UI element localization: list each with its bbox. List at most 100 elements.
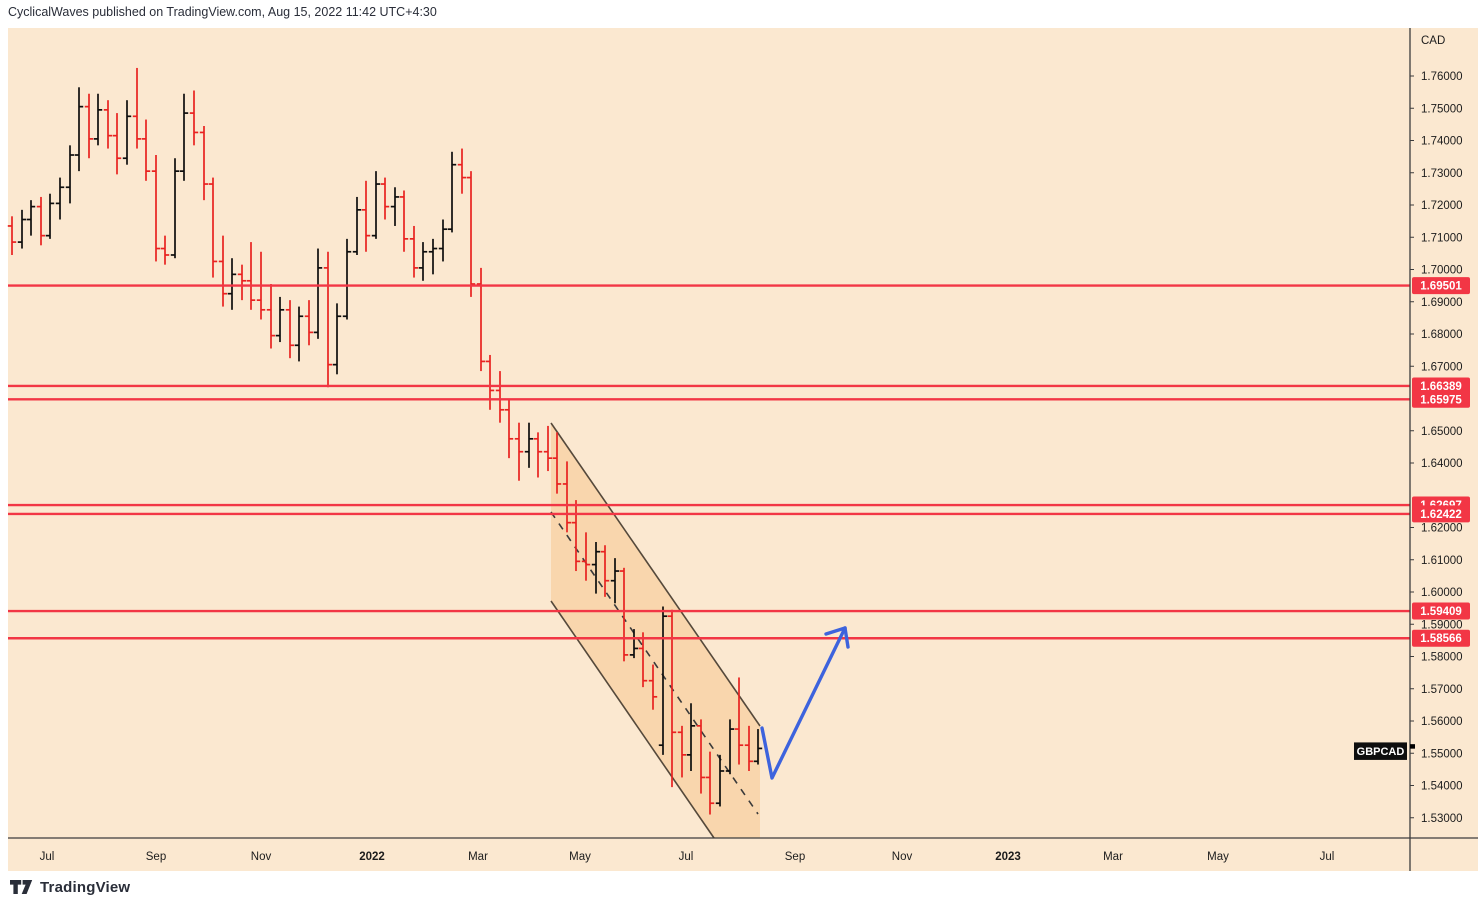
price-tick-label[interactable]: 1.59000	[1421, 619, 1463, 631]
time-tick-label[interactable]: 2022	[359, 851, 385, 863]
time-tick-label[interactable]: 2023	[995, 851, 1021, 863]
price-tick-label[interactable]: 1.73000	[1421, 168, 1463, 180]
level-price-badge-text: 1.66389	[1420, 381, 1462, 393]
price-tick-label[interactable]: 1.75000	[1421, 103, 1463, 115]
tradingview-logo[interactable]: TradingView	[10, 879, 130, 896]
ohlc-bar	[409, 225, 419, 278]
ohlc-bar	[313, 248, 323, 339]
ohlc-bar	[26, 200, 36, 236]
ohlc-bar	[179, 93, 189, 181]
time-tick-label[interactable]: Mar	[1103, 851, 1123, 863]
ohlc-bar	[304, 300, 314, 346]
ohlc-bar	[648, 664, 658, 710]
price-tick-label[interactable]: 1.60000	[1421, 587, 1463, 599]
ohlc-bar	[275, 296, 285, 343]
ohlc-bar	[524, 422, 534, 468]
time-tick-label[interactable]: Nov	[251, 851, 272, 863]
time-tick-label[interactable]: May	[1207, 851, 1229, 863]
ohlc-bar	[332, 303, 342, 375]
ohlc-bar	[266, 284, 276, 349]
price-tick-label[interactable]: 1.67000	[1421, 361, 1463, 373]
ohlc-bar	[485, 354, 495, 410]
ohlc-bar	[352, 196, 362, 255]
ohlc-bar	[466, 171, 476, 297]
ohlc-bar	[638, 632, 648, 688]
ohlc-bar	[447, 151, 457, 233]
time-tick-label[interactable]: Sep	[785, 851, 805, 863]
ohlc-bar	[562, 461, 572, 533]
price-tick-label[interactable]: 1.54000	[1421, 781, 1463, 793]
time-tick-label[interactable]: Jul	[1320, 851, 1335, 863]
price-tick-label[interactable]: 1.76000	[1421, 71, 1463, 83]
projection-arrowhead	[824, 626, 847, 636]
time-tick-label[interactable]: Nov	[892, 851, 913, 863]
ohlc-bar	[65, 145, 75, 204]
ohlc-bar	[744, 725, 754, 771]
ohlc-bar	[141, 119, 151, 181]
ohlc-bar	[55, 177, 65, 220]
ohlc-bar	[218, 235, 228, 307]
time-tick-label[interactable]: Sep	[146, 851, 166, 863]
ohlc-bar	[533, 432, 543, 478]
ohlc-bar	[715, 754, 725, 807]
ohlc-bar	[725, 719, 735, 775]
tradingview-logo-text: TradingView	[40, 879, 131, 896]
price-tick-label[interactable]: 1.64000	[1421, 458, 1463, 470]
ohlc-bar	[428, 238, 438, 275]
ohlc-bar	[151, 155, 161, 262]
symbol-badge-text: GBPCAD	[1357, 746, 1405, 758]
level-price-badge-text: 1.69501	[1420, 281, 1462, 293]
ohlc-bar	[285, 300, 295, 359]
price-tick-label[interactable]: 1.69000	[1421, 297, 1463, 309]
chart-background[interactable]	[8, 28, 1478, 871]
price-tick-label[interactable]: 1.55000	[1421, 748, 1463, 760]
ohlc-bar	[84, 93, 94, 159]
ohlc-bar	[189, 90, 199, 146]
price-tick-label[interactable]: 1.53000	[1421, 813, 1463, 825]
channel-fill	[551, 423, 760, 838]
ohlc-bar	[552, 432, 562, 494]
time-tick-label[interactable]: May	[569, 851, 591, 863]
level-price-badge-text: 1.62422	[1420, 509, 1462, 521]
ohlc-bar	[571, 500, 581, 572]
attribution-text: CyclicalWaves published on TradingView.c…	[8, 5, 437, 19]
price-tick-label[interactable]: 1.74000	[1421, 136, 1463, 148]
ohlc-bar	[514, 422, 524, 481]
price-tick-label[interactable]: 1.70000	[1421, 265, 1463, 277]
time-tick-label[interactable]: Jul	[679, 851, 694, 863]
ohlc-bar	[93, 93, 103, 146]
ohlc-bar	[658, 606, 668, 755]
price-tick-label[interactable]: 1.71000	[1421, 232, 1463, 244]
ohlc-bar	[619, 567, 629, 662]
ohlc-bar	[495, 371, 505, 423]
ohlc-bars-layer	[7, 67, 763, 815]
price-tick-label[interactable]: 1.57000	[1421, 684, 1463, 696]
time-tick-label[interactable]: Jul	[40, 851, 55, 863]
time-tick-label[interactable]: Mar	[468, 851, 488, 863]
ohlc-bar	[208, 177, 218, 278]
level-price-badge-text: 1.59409	[1420, 606, 1462, 618]
ohlc-bar	[543, 425, 553, 472]
ohlc-bar	[705, 751, 715, 815]
level-price-badge	[1412, 377, 1470, 395]
ohlc-bar	[246, 242, 256, 310]
ohlc-bar	[734, 677, 744, 765]
price-tick-label[interactable]: 1.65000	[1421, 426, 1463, 438]
price-tick-label[interactable]: 1.62000	[1421, 523, 1463, 535]
price-tick-label[interactable]: 1.56000	[1421, 716, 1463, 728]
channel-upper-line[interactable]	[550, 422, 761, 727]
price-tick-label[interactable]: 1.61000	[1421, 555, 1463, 567]
price-tick-label[interactable]: 1.58000	[1421, 652, 1463, 664]
channel-lower-line[interactable]	[550, 600, 715, 839]
projection-arrow[interactable]	[760, 626, 847, 780]
level-price-badge	[1412, 505, 1470, 523]
level-price-badge-text: 1.65975	[1420, 394, 1462, 406]
level-price-badge	[1412, 277, 1470, 295]
ohlc-bar	[45, 193, 55, 239]
ohlc-bar	[170, 158, 180, 259]
price-tick-label[interactable]: 1.72000	[1421, 200, 1463, 212]
price-tick-label[interactable]: 1.68000	[1421, 329, 1463, 341]
projection-arrowhead	[843, 626, 850, 649]
